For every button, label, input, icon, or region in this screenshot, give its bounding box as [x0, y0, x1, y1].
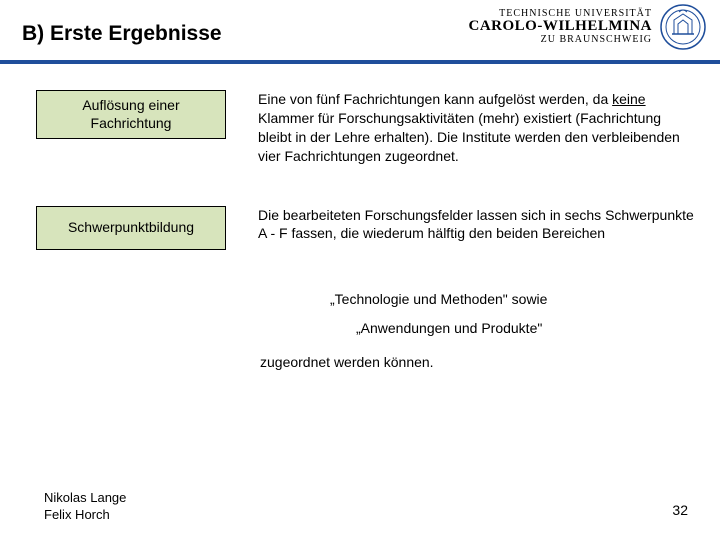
authors: Nikolas Lange Felix Horch [44, 490, 126, 524]
page-title: B) Erste Ergebnisse [22, 22, 222, 46]
content-row: Auflösung einer Fachrichtung Eine von fü… [0, 90, 720, 166]
author-name: Nikolas Lange [44, 490, 126, 507]
topic-description: Die bearbeiteten Forschungsfelder lassen… [258, 206, 694, 244]
desc-text-suffix: Klammer für Forschungsaktivitäten (mehr)… [258, 110, 680, 164]
topic-box: Schwerpunktbildung [36, 206, 226, 250]
content-row: Schwerpunktbildung Die bearbeiteten Fors… [0, 206, 720, 250]
desc-text-prefix: Eine von fünf Fachrichtungen kann aufgel… [258, 91, 612, 107]
topic-box: Auflösung einer Fachrichtung [36, 90, 226, 139]
page-number: 32 [672, 502, 688, 518]
quote-tail: zugeordnet werden können. [260, 353, 694, 373]
slide-header: B) Erste Ergebnisse TECHNISCHE UNIVERSIT… [0, 0, 720, 72]
university-logo: TECHNISCHE UNIVERSITÄT CAROLO-WILHELMINA… [468, 4, 706, 50]
slide-content: Auflösung einer Fachrichtung Eine von fü… [0, 90, 720, 372]
desc-text-underlined: keine [612, 91, 645, 107]
quote-line: „Anwendungen und Produkte" [356, 319, 694, 339]
author-name: Felix Horch [44, 507, 126, 524]
header-rule [0, 60, 720, 64]
logo-text: TECHNISCHE UNIVERSITÄT CAROLO-WILHELMINA… [468, 9, 652, 46]
university-seal-icon [660, 4, 706, 50]
logo-line-2: CAROLO-WILHELMINA [468, 19, 652, 35]
logo-line-3: ZU BRAUNSCHWEIG [468, 35, 652, 46]
topic-description: Eine von fünf Fachrichtungen kann aufgel… [258, 90, 694, 166]
quote-line: „Technologie und Methoden" sowie [330, 290, 694, 310]
